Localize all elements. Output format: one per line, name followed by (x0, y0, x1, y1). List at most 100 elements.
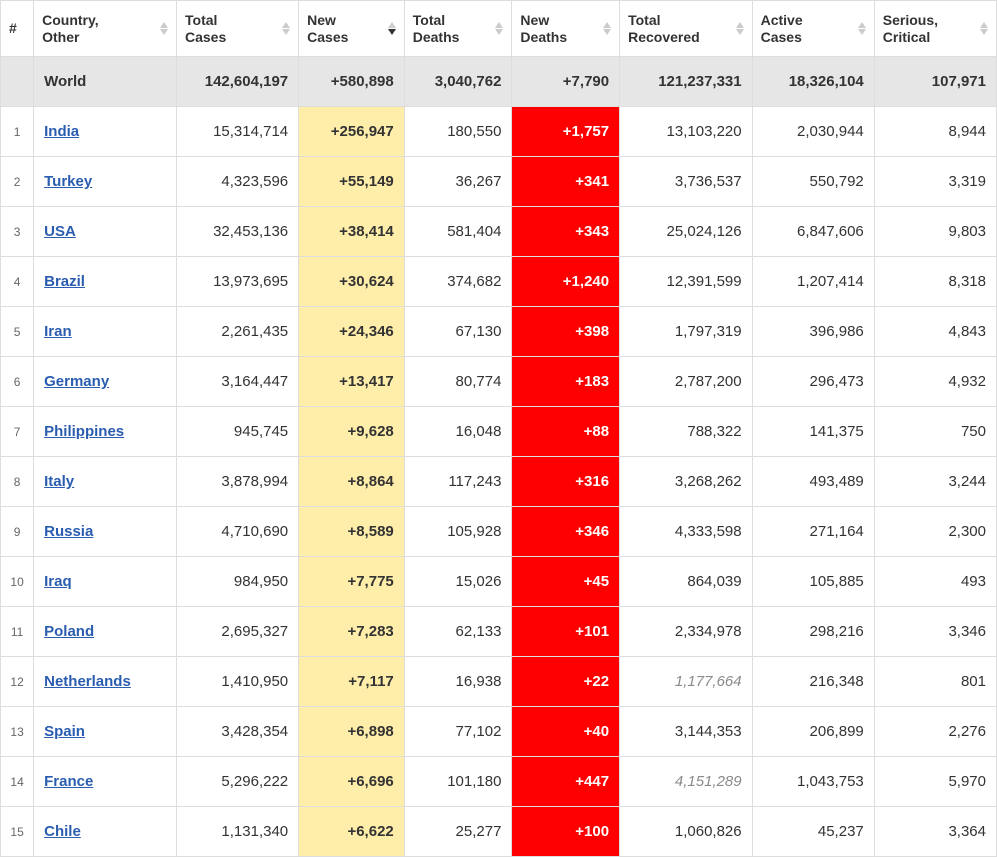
cell-rank: 4 (1, 257, 34, 307)
cell-country: Germany (34, 357, 177, 407)
world-newDeaths: +7,790 (512, 57, 620, 107)
cell-totalDeaths: 15,026 (404, 557, 512, 607)
cell-seriousCritical: 9,803 (874, 207, 996, 257)
cell-seriousCritical: 3,319 (874, 157, 996, 207)
column-header-totalCases[interactable]: TotalCases (177, 1, 299, 57)
cell-totalCases: 1,131,340 (177, 807, 299, 857)
cell-totalCases: 4,710,690 (177, 507, 299, 557)
world-totalCases: 142,604,197 (177, 57, 299, 107)
column-header-totalRecovered[interactable]: TotalRecovered (620, 1, 753, 57)
cell-totalDeaths: 101,180 (404, 757, 512, 807)
cell-totalRecovered: 864,039 (620, 557, 753, 607)
cell-totalDeaths: 67,130 (404, 307, 512, 357)
cell-newDeaths: +183 (512, 357, 620, 407)
country-link[interactable]: Turkey (44, 173, 92, 190)
cell-country: USA (34, 207, 177, 257)
cell-totalCases: 32,453,136 (177, 207, 299, 257)
cell-totalCases: 4,323,596 (177, 157, 299, 207)
cell-country: Italy (34, 457, 177, 507)
cell-totalRecovered: 3,736,537 (620, 157, 753, 207)
column-header-newDeaths[interactable]: NewDeaths (512, 1, 620, 57)
cell-country: Russia (34, 507, 177, 557)
cell-rank: 8 (1, 457, 34, 507)
country-link[interactable]: USA (44, 223, 76, 240)
cell-totalDeaths: 16,048 (404, 407, 512, 457)
cell-totalRecovered: 2,334,978 (620, 607, 753, 657)
cell-newDeaths: +316 (512, 457, 620, 507)
cell-newCases: +7,117 (299, 657, 405, 707)
cell-totalCases: 13,973,695 (177, 257, 299, 307)
cell-totalDeaths: 16,938 (404, 657, 512, 707)
column-header-totalDeaths[interactable]: TotalDeaths (404, 1, 512, 57)
cell-totalCases: 2,261,435 (177, 307, 299, 357)
cell-country: Spain (34, 707, 177, 757)
cell-activeCases: 271,164 (752, 507, 874, 557)
cell-totalDeaths: 105,928 (404, 507, 512, 557)
country-link[interactable]: Brazil (44, 273, 85, 290)
cell-country: Poland (34, 607, 177, 657)
cell-newCases: +13,417 (299, 357, 405, 407)
column-header-newCases[interactable]: NewCases (299, 1, 405, 57)
cell-totalDeaths: 180,550 (404, 107, 512, 157)
cell-newDeaths: +22 (512, 657, 620, 707)
column-header-activeCases[interactable]: ActiveCases (752, 1, 874, 57)
country-link[interactable]: Russia (44, 523, 93, 540)
country-link[interactable]: Germany (44, 373, 109, 390)
world-totalDeaths: 3,040,762 (404, 57, 512, 107)
country-link[interactable]: France (44, 773, 93, 790)
table-row: 10Iraq984,950+7,77515,026+45864,039105,8… (1, 557, 997, 607)
country-link[interactable]: Iran (44, 323, 72, 340)
table-row: 1India15,314,714+256,947180,550+1,75713,… (1, 107, 997, 157)
cell-totalCases: 945,745 (177, 407, 299, 457)
country-link[interactable]: Spain (44, 723, 85, 740)
cell-totalCases: 3,428,354 (177, 707, 299, 757)
cell-newCases: +6,696 (299, 757, 405, 807)
cell-rank: 9 (1, 507, 34, 557)
cell-seriousCritical: 8,318 (874, 257, 996, 307)
country-link[interactable]: Italy (44, 473, 74, 490)
cell-newCases: +7,283 (299, 607, 405, 657)
country-link[interactable]: Chile (44, 823, 81, 840)
cell-newDeaths: +343 (512, 207, 620, 257)
cell-activeCases: 396,986 (752, 307, 874, 357)
cell-rank: 14 (1, 757, 34, 807)
cell-totalRecovered: 4,151,289 (620, 757, 753, 807)
cell-rank: 15 (1, 807, 34, 857)
cell-totalCases: 984,950 (177, 557, 299, 607)
cell-rank: 2 (1, 157, 34, 207)
cell-newCases: +6,898 (299, 707, 405, 757)
cell-seriousCritical: 8,944 (874, 107, 996, 157)
cell-activeCases: 493,489 (752, 457, 874, 507)
sort-icon (388, 22, 396, 35)
cell-newDeaths: +88 (512, 407, 620, 457)
cell-newDeaths: +341 (512, 157, 620, 207)
cell-totalDeaths: 77,102 (404, 707, 512, 757)
cell-totalRecovered: 1,797,319 (620, 307, 753, 357)
cell-seriousCritical: 4,843 (874, 307, 996, 357)
country-link[interactable]: Netherlands (44, 673, 131, 690)
cell-totalRecovered: 25,024,126 (620, 207, 753, 257)
cell-newDeaths: +100 (512, 807, 620, 857)
cell-totalRecovered: 3,144,353 (620, 707, 753, 757)
cell-newDeaths: +1,240 (512, 257, 620, 307)
column-header-seriousCritical[interactable]: Serious,Critical (874, 1, 996, 57)
cell-newCases: +24,346 (299, 307, 405, 357)
table-row: 3USA32,453,136+38,414581,404+34325,024,1… (1, 207, 997, 257)
cell-rank: 10 (1, 557, 34, 607)
country-link[interactable]: Iraq (44, 573, 72, 590)
table-row: 12Netherlands1,410,950+7,11716,938+221,1… (1, 657, 997, 707)
world-country: World (34, 57, 177, 107)
table-row: 15Chile1,131,340+6,62225,277+1001,060,82… (1, 807, 997, 857)
column-header-rank: # (1, 1, 34, 57)
column-header-country[interactable]: Country,Other (34, 1, 177, 57)
cell-newCases: +6,622 (299, 807, 405, 857)
country-link[interactable]: India (44, 123, 79, 140)
cell-totalRecovered: 1,060,826 (620, 807, 753, 857)
sort-icon (736, 22, 744, 35)
country-link[interactable]: Philippines (44, 423, 124, 440)
table-row: 7Philippines945,745+9,62816,048+88788,32… (1, 407, 997, 457)
cell-newCases: +55,149 (299, 157, 405, 207)
cell-country: Netherlands (34, 657, 177, 707)
cell-activeCases: 105,885 (752, 557, 874, 607)
country-link[interactable]: Poland (44, 623, 94, 640)
